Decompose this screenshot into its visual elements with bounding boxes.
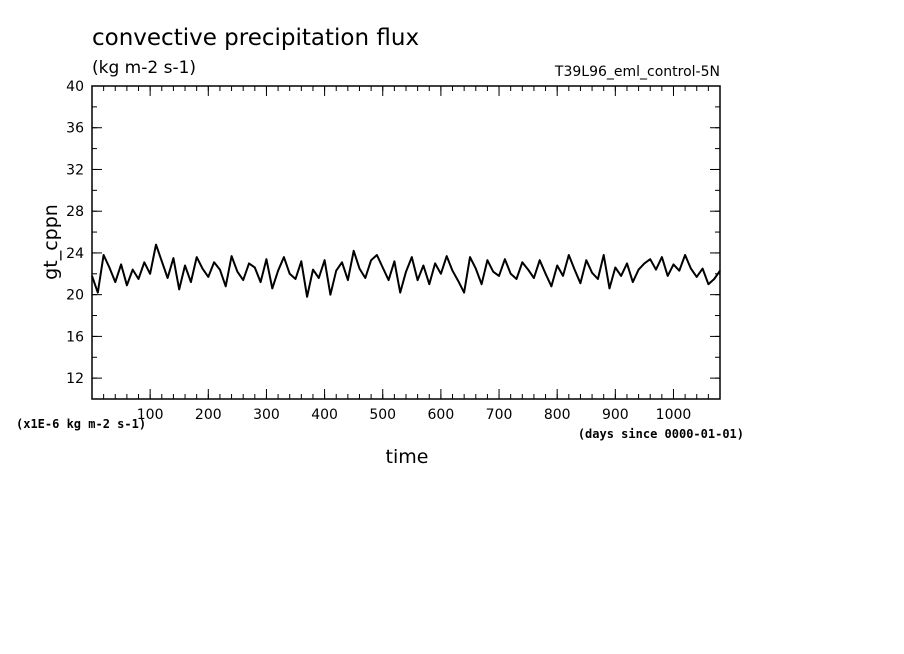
x-tick-label: 400 <box>311 407 338 423</box>
plot-frame <box>91 85 721 400</box>
y-tick-label: 20 <box>66 288 84 304</box>
chart-subtitle: (kg m-2 s-1) <box>92 58 196 78</box>
axis-ticks <box>92 85 720 400</box>
y-tick-label: 28 <box>66 204 84 220</box>
y-tick-label: 16 <box>66 329 84 345</box>
y-tick-label: 40 <box>66 79 84 95</box>
series-line <box>91 243 721 298</box>
y-tick-labels: 12 16 20 24 28 32 36 40 <box>66 79 84 387</box>
x-tick-label: 500 <box>369 407 396 423</box>
x-tick-label: 1000 <box>656 407 692 423</box>
y-scale-note: (x1E-6 kg m-2 s-1) <box>16 417 146 431</box>
y-tick-label: 24 <box>66 246 84 262</box>
y-axis-label: gt_cppn <box>40 204 62 280</box>
x-tick-label: 800 <box>544 407 571 423</box>
x-tick-label: 900 <box>602 407 629 423</box>
x-tick-label: 300 <box>253 407 280 423</box>
x-axis-label: time <box>386 446 429 468</box>
y-tick-label: 32 <box>66 162 84 178</box>
y-tick-label: 12 <box>66 371 84 387</box>
x-tick-label: 700 <box>486 407 513 423</box>
x-tick-labels: 100 200 300 400 500 600 700 800 900 1000 <box>137 407 692 423</box>
x-tick-label: 600 <box>428 407 455 423</box>
x-units-note: (days since 0000-01-01) <box>578 427 744 441</box>
run-label: T39L96_eml_control-5N <box>554 64 720 80</box>
y-tick-label: 36 <box>66 121 84 137</box>
chart-title: convective precipitation flux <box>92 25 419 51</box>
x-tick-label: 200 <box>195 407 222 423</box>
x-tick-label: 100 <box>137 407 164 423</box>
